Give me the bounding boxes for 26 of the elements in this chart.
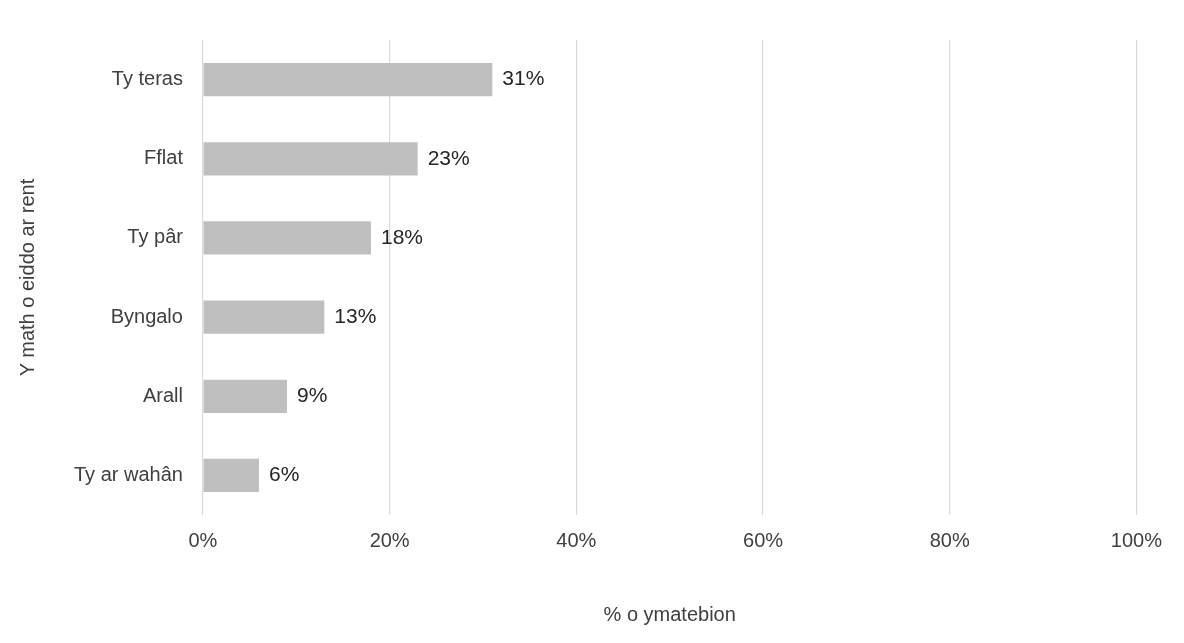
y-axis-title: Y math o eiddo ar rent	[15, 178, 38, 377]
x-tick-label: 80%	[929, 528, 970, 551]
x-tick-label: 60%	[743, 528, 784, 551]
bar	[203, 379, 287, 413]
y-tick-label: Ty ar wahân	[73, 462, 183, 485]
y-tick-label: Ty pâr	[127, 225, 184, 248]
x-tick-label: 20%	[369, 528, 410, 551]
y-tick-label: Arall	[142, 383, 183, 406]
x-tick-label: 40%	[556, 528, 597, 551]
bar	[203, 142, 418, 176]
bar	[203, 62, 493, 97]
bar	[203, 458, 259, 493]
y-tick-label: Fflat	[144, 146, 184, 169]
data-label: 9%	[296, 383, 328, 407]
data-label: 31%	[502, 66, 545, 90]
bar	[203, 300, 325, 334]
y-tick-label: Byngalo	[110, 304, 183, 327]
data-label: 23%	[427, 145, 470, 169]
data-label: 6%	[268, 462, 300, 486]
y-tick-label: Ty teras	[111, 67, 183, 90]
x-tick-label: 100%	[1110, 528, 1163, 551]
data-label: 18%	[380, 224, 423, 248]
bar	[203, 221, 371, 255]
x-axis-title: % o ymatebion	[603, 602, 736, 625]
x-tick-label: 0%	[188, 528, 218, 551]
data-label: 13%	[334, 303, 377, 327]
